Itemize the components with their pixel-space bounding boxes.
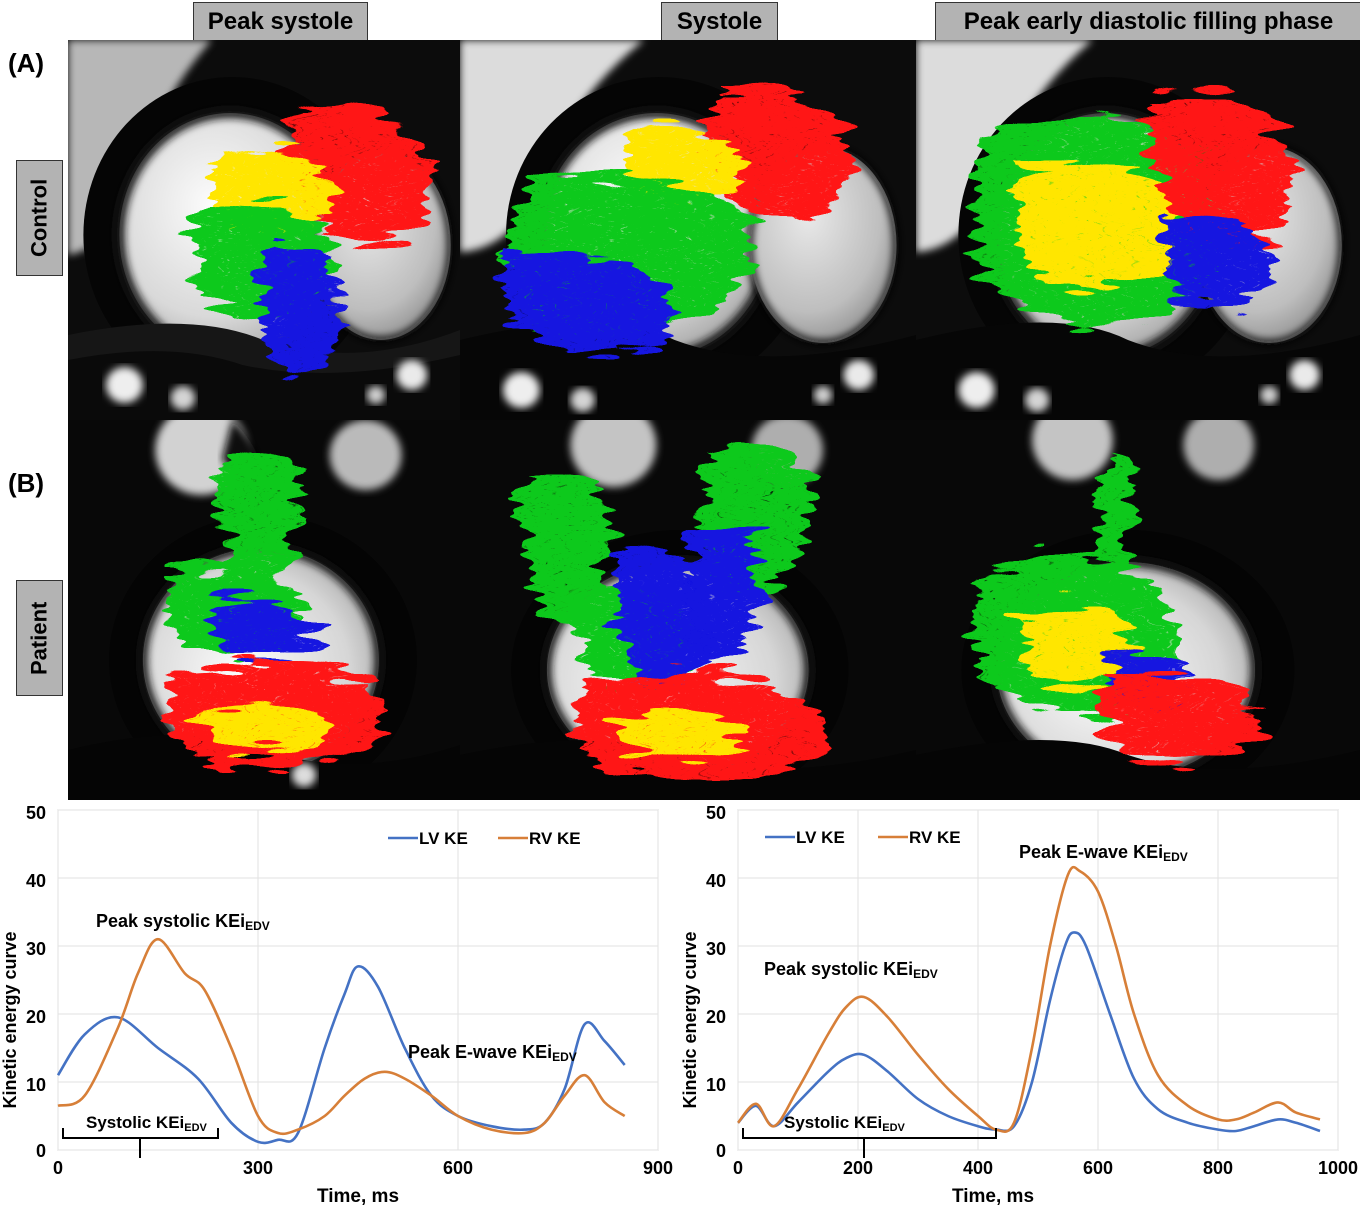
- svg-text:400: 400: [963, 1158, 993, 1178]
- svg-text:20: 20: [706, 1007, 726, 1027]
- svg-text:Peak systolic KEiEDV: Peak systolic KEiEDV: [96, 911, 270, 933]
- svg-text:Peak systolic KEiEDV: Peak systolic KEiEDV: [764, 959, 938, 981]
- svg-text:Kinetic energy curve: Kinetic energy curve: [680, 931, 700, 1108]
- svg-text:Peak E-wave KEiEDV: Peak E-wave KEiEDV: [408, 1042, 577, 1064]
- svg-text:600: 600: [1083, 1158, 1113, 1178]
- svg-text:30: 30: [706, 939, 726, 959]
- svg-text:RV KE: RV KE: [909, 828, 961, 847]
- svg-text:10: 10: [26, 1075, 46, 1095]
- svg-text:Time, ms: Time, ms: [317, 1186, 399, 1207]
- svg-text:Peak E-wave KEiEDV: Peak E-wave KEiEDV: [1019, 842, 1188, 864]
- svg-text:0: 0: [733, 1158, 743, 1178]
- svg-text:0: 0: [716, 1141, 726, 1161]
- svg-text:50: 50: [706, 803, 726, 823]
- svg-text:40: 40: [26, 871, 46, 891]
- svg-text:800: 800: [1203, 1158, 1233, 1178]
- svg-text:RV KE: RV KE: [529, 829, 581, 848]
- svg-text:LV KE: LV KE: [419, 829, 468, 848]
- svg-text:LV KE: LV KE: [796, 828, 845, 847]
- svg-text:30: 30: [26, 939, 46, 959]
- svg-text:1000: 1000: [1318, 1158, 1358, 1178]
- svg-text:200: 200: [843, 1158, 873, 1178]
- svg-text:900: 900: [643, 1158, 673, 1178]
- svg-text:50: 50: [26, 803, 46, 823]
- svg-text:20: 20: [26, 1007, 46, 1027]
- svg-text:40: 40: [706, 871, 726, 891]
- svg-text:600: 600: [443, 1158, 473, 1178]
- svg-text:Kinetic energy curve: Kinetic energy curve: [0, 931, 20, 1108]
- svg-text:0: 0: [36, 1141, 46, 1161]
- svg-text:300: 300: [243, 1158, 273, 1178]
- svg-text:10: 10: [706, 1075, 726, 1095]
- svg-text:Time, ms: Time, ms: [952, 1186, 1034, 1207]
- svg-text:0: 0: [53, 1158, 63, 1178]
